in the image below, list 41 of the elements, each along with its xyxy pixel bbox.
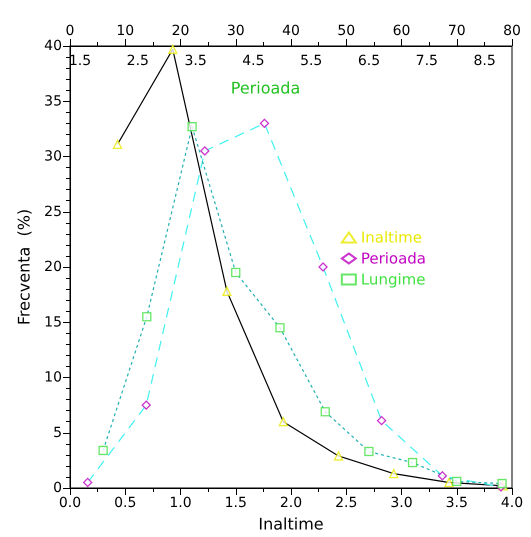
x-tick-label: 0.5 bbox=[114, 495, 136, 511]
y-tick-label: 15 bbox=[44, 314, 62, 330]
y-axis-title: Frecventa (%) bbox=[14, 208, 34, 326]
x-tick-label: 1.0 bbox=[169, 495, 192, 511]
x-tick-label: 1.5 bbox=[224, 495, 247, 511]
x2-tick-label: 10 bbox=[116, 23, 134, 39]
x-axis-title: Inaltime bbox=[258, 514, 324, 534]
legend-label: Inaltime bbox=[360, 228, 422, 246]
x-tick-label: 2.5 bbox=[335, 495, 358, 511]
x-tick-label: 0.0 bbox=[58, 495, 82, 511]
annotation: 3.5 bbox=[184, 53, 207, 69]
x2-tick-label: 30 bbox=[226, 23, 245, 39]
annotation: 7.5 bbox=[416, 53, 438, 69]
x2-tick-label: 40 bbox=[282, 23, 300, 39]
x2-tick-label: 60 bbox=[392, 23, 410, 39]
x2-tick-label: 70 bbox=[448, 23, 466, 39]
x2-tick-label: 50 bbox=[337, 23, 356, 39]
y-tick-label: 0 bbox=[53, 480, 62, 496]
annotation: 8.5 bbox=[473, 53, 496, 69]
annotation: 1.5 bbox=[68, 53, 92, 69]
x2-tick-label: 0 bbox=[66, 23, 74, 39]
legend-label: Lungime bbox=[360, 270, 426, 288]
y-tick-label: 35 bbox=[44, 93, 62, 110]
annotation: 2.5 bbox=[126, 53, 149, 69]
x2-tick-label: 80 bbox=[503, 23, 521, 39]
y-tick-label: 40 bbox=[44, 38, 62, 54]
x-tick-label: 3.0 bbox=[390, 495, 413, 511]
y-tick-label: 20 bbox=[44, 259, 62, 275]
x-tick-label: 4.0 bbox=[500, 495, 524, 511]
y-tick-label: 30 bbox=[44, 148, 62, 164]
annotation: 5.5 bbox=[300, 53, 322, 69]
annotation: 6.5 bbox=[358, 53, 380, 69]
y-tick-label: 5 bbox=[53, 424, 62, 441]
legend-label: Perioada bbox=[360, 250, 426, 268]
annotation: 4.5 bbox=[242, 53, 265, 69]
x-tick-label: 3.5 bbox=[446, 495, 468, 511]
y-tick-label: 10 bbox=[44, 370, 62, 386]
annotation: Perioada bbox=[230, 78, 300, 98]
y-tick-label: 25 bbox=[44, 204, 62, 220]
x2-tick-label: 20 bbox=[172, 23, 190, 39]
x-tick-label: 2.0 bbox=[280, 495, 302, 511]
